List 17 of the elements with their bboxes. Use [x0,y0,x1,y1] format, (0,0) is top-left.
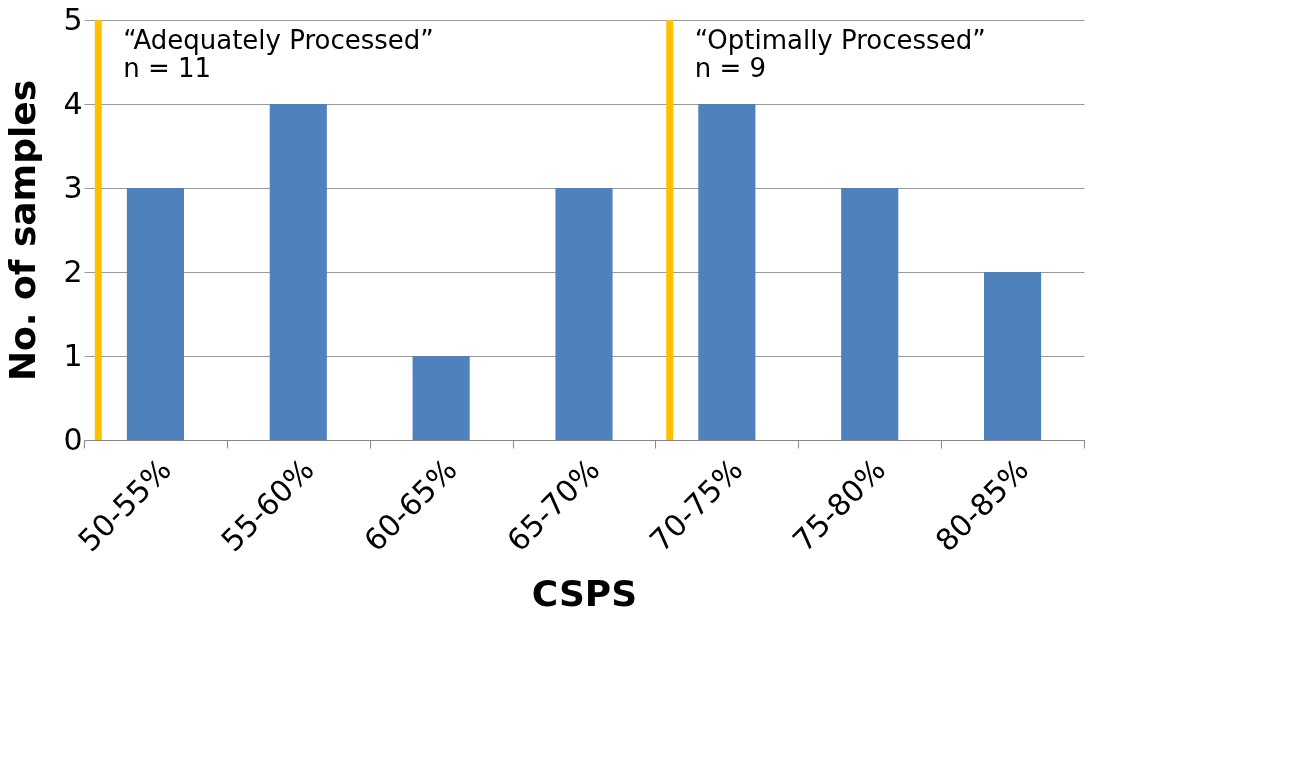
ref-line-label: “Adequately Processed” n = 11 [123,25,434,83]
bar [269,104,327,440]
bar [412,356,470,440]
bar [841,188,899,440]
bar [126,188,184,440]
y-tick-label: 3 [63,169,83,205]
x-axis-title: CSPS [531,572,638,614]
y-tick-label: 4 [63,85,83,121]
bar [984,272,1042,440]
ref-line-label: “Optimally Processed” n = 9 [694,25,986,83]
bar [555,188,613,440]
y-tick-label: 1 [63,337,83,373]
y-tick-label: 0 [63,421,83,457]
y-tick-label: 5 [63,1,83,37]
bar [698,104,756,440]
y-axis-title: No. of samples [2,79,44,382]
y-tick-label: 2 [63,253,83,289]
